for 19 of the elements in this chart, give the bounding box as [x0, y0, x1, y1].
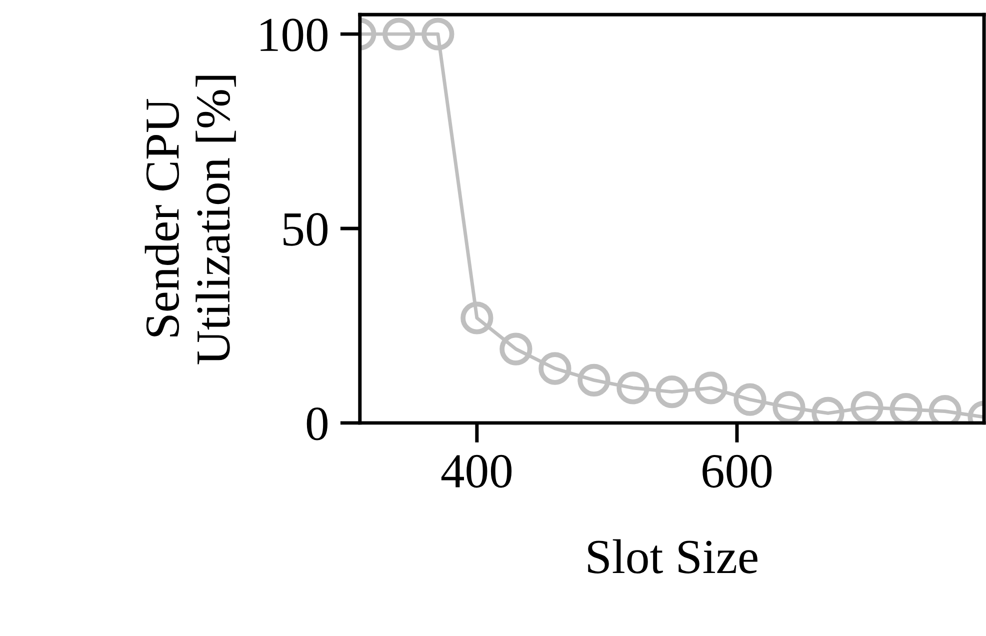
point [460, 302, 494, 334]
point [850, 391, 884, 423]
y-tick-label: 0 [306, 407, 328, 440]
point [694, 372, 728, 404]
point [538, 352, 572, 385]
x-axis-title: Slot Size [588, 539, 758, 574]
point [422, 18, 454, 50]
point [578, 364, 610, 396]
point [734, 383, 766, 416]
point [656, 376, 688, 408]
point [382, 18, 416, 50]
point [616, 372, 650, 404]
x-tick-label: 600 [702, 454, 772, 488]
y-axis-title: Sender CPU Utilization [%] [144, 76, 236, 364]
point [500, 332, 532, 366]
y-tick-label: 100 [260, 18, 328, 52]
y-tick-label: 50 [284, 213, 328, 246]
point [772, 391, 806, 423]
x-tick-label: 400 [441, 454, 512, 488]
